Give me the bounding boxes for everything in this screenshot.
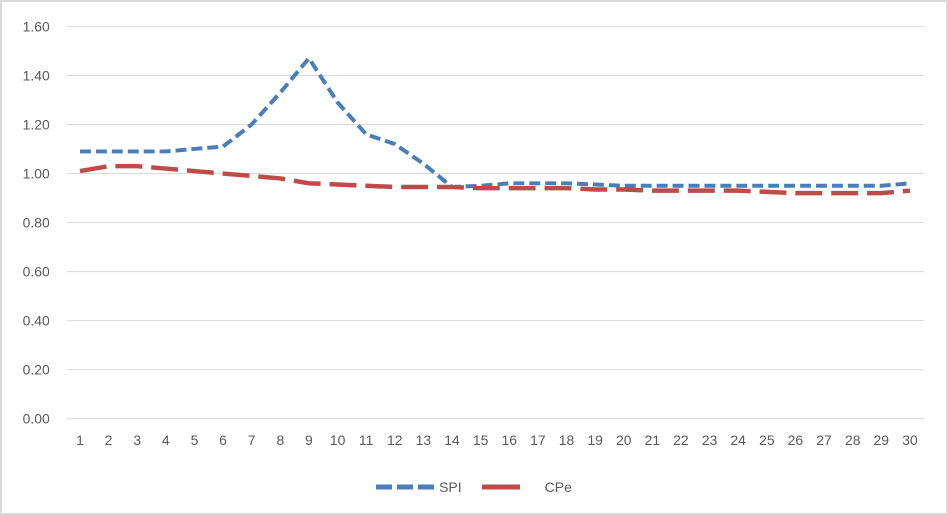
x-axis-label: 20 [616,432,632,448]
legend-marker-cpe-icon [481,484,540,490]
x-axis-label: 11 [359,432,374,448]
x-axis-label: 9 [305,432,313,448]
y-axis-label: 0.60 [23,264,50,280]
x-axis-label: 26 [788,432,804,448]
y-axis-label: 1.40 [23,67,50,83]
x-axis-label: 17 [530,432,546,448]
legend-label-spi: SPI [439,478,462,495]
y-axis-label: 0.80 [23,215,50,231]
x-axis-label: 22 [673,432,689,448]
y-axis-label: 0.40 [23,313,50,329]
y-axis-label: 1.60 [23,18,50,34]
legend-item-spi[interactable]: SPI [376,480,462,495]
x-axis-label: 3 [133,432,141,448]
legend-marker-spi-icon [376,484,435,490]
series-line-spi[interactable] [79,54,911,190]
chart-legend: SPI CPe [2,476,946,498]
x-axis-label: 5 [191,432,199,448]
x-axis-label: 30 [902,432,918,448]
x-axis-label: 1 [76,432,84,448]
x-axis-label: 23 [702,432,718,448]
plot-area[interactable]: 0.000.200.400.600.801.001.201.401.601 2 3 4… [2,2,946,462]
x-axis-label: 15 [473,432,489,448]
y-axis-label: 1.00 [23,166,50,182]
x-axis-label: 6 [219,432,227,448]
x-axis-label: 18 [559,432,575,448]
x-axis-label: 25 [759,432,775,448]
x-axis-label: 2 [105,432,113,448]
legend-item-cpe[interactable]: CPe [481,478,572,495]
x-axis-label: 14 [444,432,460,448]
x-axis-label: 19 [587,432,603,448]
x-axis-label: 27 [816,432,832,448]
x-axis-label: 21 [645,432,661,448]
x-axis-label: 13 [416,432,432,448]
series-line-cpe[interactable] [79,163,911,196]
x-axis-label: 29 [874,432,890,448]
y-axis-label: 0.00 [23,411,50,427]
x-axis-label: 16 [501,432,517,448]
x-axis-label: 8 [276,432,284,448]
x-axis-label: 7 [248,432,256,448]
x-axis-label: 10 [330,432,346,448]
x-axis-label: 4 [162,432,170,448]
legend-label-cpe: CPe [544,478,572,495]
x-axis-label: 12 [387,432,403,448]
x-axis-label: 24 [730,432,746,448]
x-axis-label: 28 [845,432,861,448]
y-axis-label: 0.20 [23,362,50,378]
y-axis-label: 1.20 [23,116,50,132]
